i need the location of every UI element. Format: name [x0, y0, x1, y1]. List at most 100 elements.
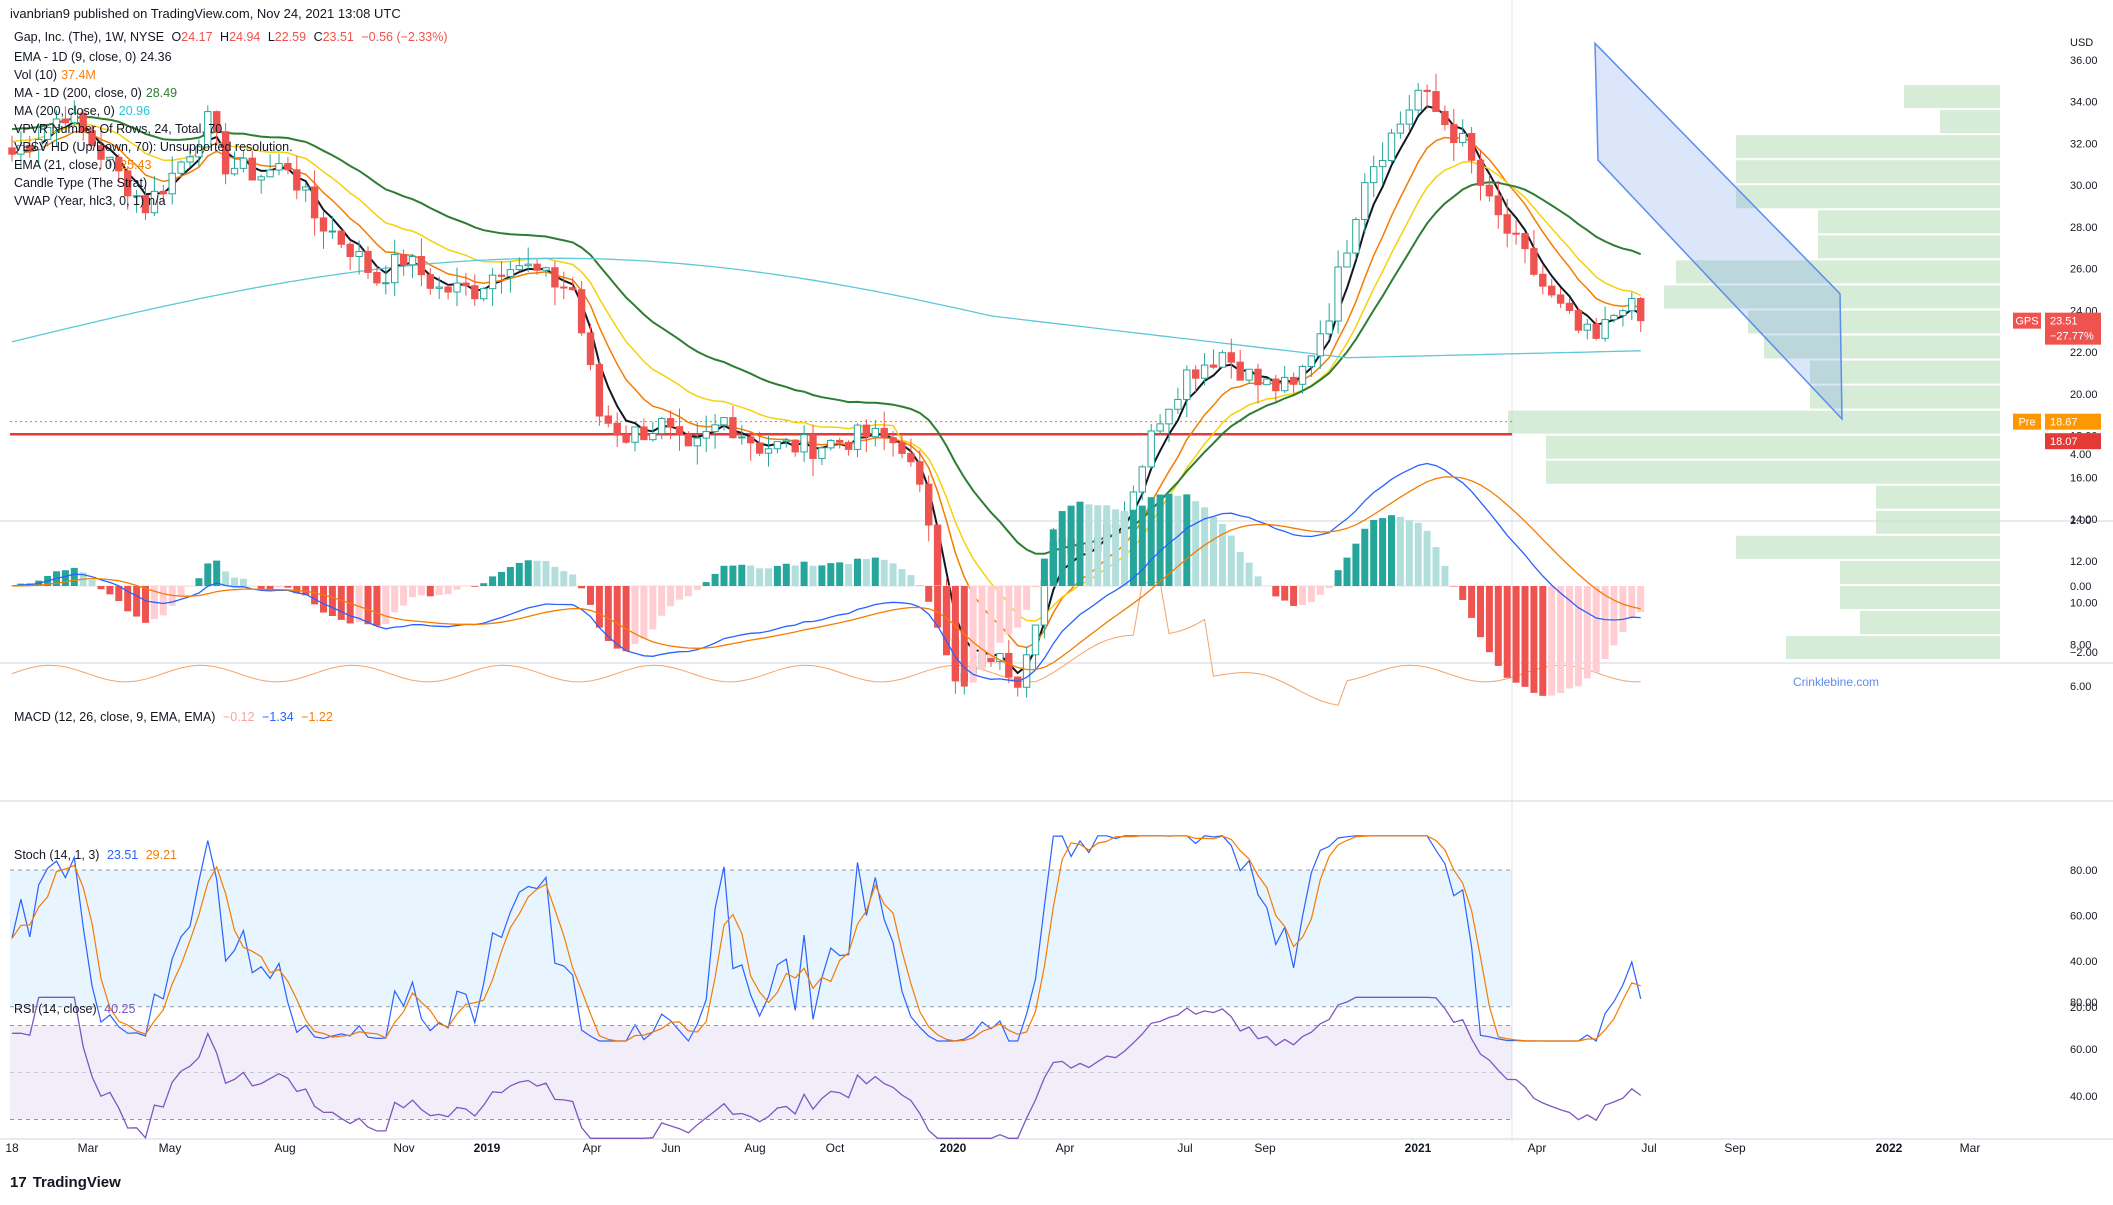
- candle-body: [1477, 160, 1483, 185]
- macd-histogram-bar: [1183, 494, 1190, 586]
- macd-histogram-bar: [783, 564, 790, 586]
- indicator-legend: EMA - 1D (9, close, 0)24.36 Vol (10) 37.4M…: [14, 48, 297, 210]
- time-axis-label: Mar: [78, 1141, 99, 1155]
- rsi-axis-tick: 40.00: [2070, 1091, 2098, 1103]
- macd-histogram-bar: [1495, 586, 1502, 666]
- candle-body: [1308, 356, 1314, 367]
- candle-body: [703, 432, 709, 439]
- macd-histogram-bar: [284, 586, 291, 588]
- macd-histogram-bar: [534, 561, 541, 586]
- time-axis-label: Nov: [393, 1141, 414, 1155]
- last-price-label: 23.51: [2050, 316, 2078, 328]
- price-axis-tick: 34.00: [2070, 97, 2098, 109]
- macd-histogram-bar: [1255, 576, 1262, 586]
- macd-histogram-bar: [952, 586, 959, 679]
- candle-body: [383, 283, 389, 284]
- candle-body: [774, 441, 780, 448]
- macd-histogram-bar: [338, 586, 345, 620]
- macd-histogram-bar: [1459, 586, 1466, 600]
- macd-histogram-bar: [676, 586, 683, 600]
- time-axis-label: Jul: [1641, 1141, 1656, 1155]
- macd-histogram-bar: [195, 578, 202, 586]
- candle-body: [650, 434, 656, 440]
- indicator-value: n/a: [148, 194, 165, 208]
- pre-value-label: 18.67: [2050, 417, 2078, 429]
- time-axis-label: Aug: [744, 1141, 765, 1155]
- macd-histogram-bar: [1406, 520, 1413, 586]
- macd-histogram-bar: [667, 586, 674, 606]
- candle-body: [463, 283, 469, 286]
- candle-body: [1433, 92, 1439, 112]
- macd-histogram-bar: [62, 570, 69, 586]
- indicator-row[interactable]: MA (200, close, 0)20.96: [14, 102, 297, 120]
- macd-histogram-bar: [596, 586, 603, 628]
- time-axis-label: Apr: [1528, 1141, 1547, 1155]
- indicator-row[interactable]: Vol (10) 37.4M: [14, 66, 297, 84]
- macd-line-value: −1.34: [262, 710, 294, 724]
- candle-body: [1290, 377, 1296, 384]
- candle-body: [801, 435, 807, 452]
- vwap-line: [12, 582, 1641, 705]
- candle-body: [454, 283, 460, 292]
- candle-body: [1041, 581, 1047, 625]
- candle-body: [516, 266, 522, 270]
- candle-body: [890, 438, 896, 443]
- indicator-row[interactable]: VWAP (Year, hlc3, 0, 1)n/a: [14, 192, 297, 210]
- candle-body: [1549, 286, 1555, 295]
- candle-body: [667, 419, 673, 427]
- indicator-row[interactable]: EMA (21, close, 0)25.43: [14, 156, 297, 174]
- candle-body: [641, 427, 647, 440]
- macd-histogram-bar: [1290, 586, 1297, 606]
- indicator-value: 37.4M: [61, 68, 96, 82]
- indicator-row[interactable]: MA - 1D (200, close, 0)28.49: [14, 84, 297, 102]
- macd-histogram-bar: [98, 586, 105, 589]
- rsi-label[interactable]: RSI (14, close): [14, 1002, 97, 1016]
- change-value: −0.56 (−2.33%): [361, 30, 447, 44]
- candle-body: [1531, 249, 1537, 275]
- stoch-label[interactable]: Stoch (14, 1, 3): [14, 848, 99, 862]
- time-axis-label: May: [159, 1141, 182, 1155]
- macd-histogram-bar: [658, 586, 665, 616]
- candle-body: [881, 428, 887, 437]
- macd-label[interactable]: MACD (12, 26, close, 9, EMA, EMA): [14, 710, 215, 724]
- candle-body: [739, 437, 745, 438]
- candle-body: [748, 437, 754, 443]
- indicator-label: Vol (10): [14, 68, 57, 82]
- candle-body: [854, 425, 860, 449]
- macd-histogram-bar: [1085, 504, 1092, 586]
- macd-histogram-bar: [1272, 586, 1279, 596]
- candle-body: [1522, 234, 1528, 249]
- candle-body: [765, 449, 771, 453]
- macd-histogram-bar: [71, 568, 78, 586]
- indicator-row[interactable]: Candle Type (The Strat): [14, 174, 297, 192]
- candle-body: [498, 275, 504, 276]
- macd-histogram-bar: [409, 586, 416, 597]
- symbol-name[interactable]: Gap, Inc. (The), 1W, NYSE: [14, 30, 164, 44]
- indicator-row[interactable]: VPSV HD (Up/Down, 70): Unsupported resol…: [14, 138, 297, 156]
- candle-body: [1193, 370, 1199, 378]
- price-axis-tick: 12.00: [2070, 556, 2098, 568]
- macd-histogram-bar: [1628, 586, 1635, 617]
- macd-histogram-bar: [712, 574, 719, 586]
- volume-profile-row: [1736, 185, 2000, 208]
- macd-histogram-bar: [934, 586, 941, 628]
- macd-histogram-bar: [703, 582, 710, 586]
- price-axis-tick: 16.00: [2070, 472, 2098, 484]
- candle-body: [1264, 379, 1270, 385]
- indicator-row[interactable]: VPVR Number Of Rows, 24, Total, 70: [14, 120, 297, 138]
- macd-histogram-bar: [916, 585, 923, 586]
- macd-histogram-bar: [489, 576, 496, 586]
- macd-histogram-bar: [1522, 586, 1529, 687]
- macd-legend: MACD (12, 26, close, 9, EMA, EMA) −0.12 …: [14, 708, 337, 726]
- macd-histogram-bar: [115, 586, 122, 601]
- volume-profile-row: [1840, 561, 2000, 584]
- macd-histogram-bar: [1352, 544, 1359, 586]
- time-axis-label: 2021: [1405, 1141, 1432, 1155]
- indicator-row[interactable]: EMA - 1D (9, close, 0)24.36: [14, 48, 297, 66]
- macd-histogram-bar: [970, 586, 977, 683]
- macd-histogram-bar: [836, 562, 843, 586]
- candle-body: [1139, 467, 1145, 492]
- candle-body: [872, 428, 878, 436]
- macd-histogram-bar: [863, 559, 870, 586]
